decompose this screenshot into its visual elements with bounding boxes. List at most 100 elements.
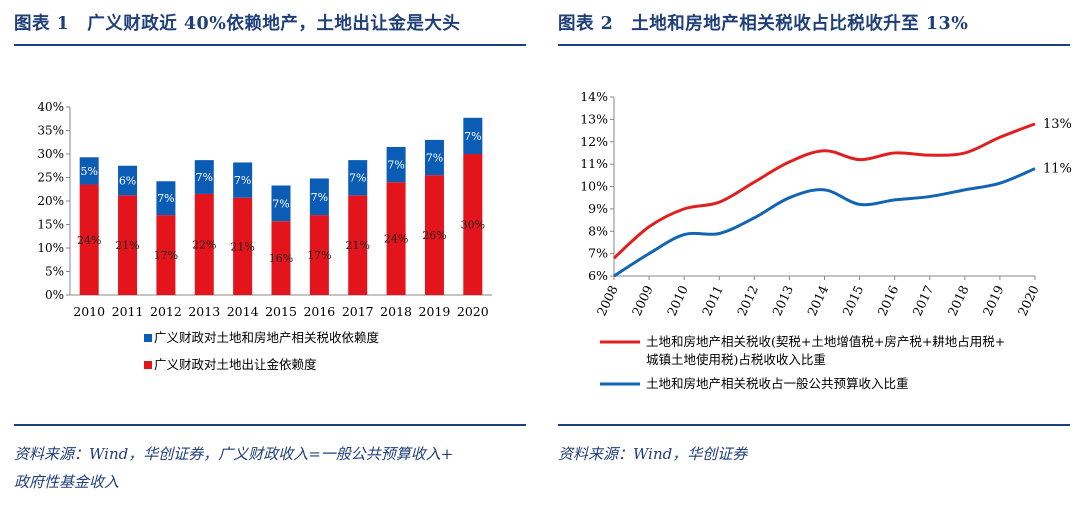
data-label-land-sale: 21% [115,239,139,252]
y-tick-label: 8% [588,223,608,238]
y-tick-label: 14% [580,89,608,104]
data-label-property-tax: 7% [234,174,251,187]
bar-land-sale [386,182,406,295]
y-tick-label: 5% [45,265,64,279]
bar-land-sale [118,195,138,295]
y-tick-label: 9% [588,201,608,216]
end-label: 13% [1043,117,1072,132]
bar-land-sale [233,197,253,295]
x-tick-label: 2011 [699,283,726,318]
data-label-property-tax: 7% [157,192,174,205]
bar-land-sale [79,184,99,295]
legend-label: 广义财政对土地出让金依赖度 [154,357,317,372]
y-tick-label: 10% [37,241,64,255]
figure-2-title: 图表 2 土地和房地产相关税收占比税收升至 13% [558,14,969,34]
y-tick-label: 7% [588,246,608,261]
y-tick-label: 0% [45,288,64,302]
x-tick-label: 2016 [874,283,901,318]
y-tick-label: 15% [37,218,64,232]
x-tick-label: 2015 [265,304,297,319]
bar-property-tax [348,160,368,196]
data-label-land-sale: 24% [384,233,408,246]
bar-property-tax [118,165,138,196]
title-rule [14,44,526,46]
x-tick-label: 2013 [188,304,220,319]
figure-1-title: 图表 1 广义财政近 40%依赖地产，土地出让金是大头 [14,14,461,34]
source-note-line-1: 资料来源：Wind，华创证券 [558,445,748,463]
legend-label: 广义财政对土地和房地产相关税收依赖度 [154,330,380,345]
data-label-land-sale: 22% [192,238,216,251]
bar-land-sale [424,175,444,295]
bar-land-sale [348,195,368,295]
y-tick-label: 6% [588,268,608,283]
x-tick-label: 2010 [664,283,691,318]
x-tick-label: 2012 [734,283,761,318]
data-label-property-tax: 7% [349,172,366,185]
data-label-property-tax: 7% [272,197,289,210]
bar-property-tax [309,178,329,216]
bar-property-tax [424,139,444,176]
left-figure: 图表 1 广义财政近 40%依赖地产，土地出让金是大头 0% 5% 10% 15% 20… [14,14,526,491]
line-chart: 6% 7% 8% 9% 10% 11% 12% 13% 14% 2008 2009 2010 2011 2… [580,89,1072,391]
x-tick-label: 2009 [629,283,656,318]
data-label-land-sale: 30% [461,219,485,232]
source-note-line-2: 政府性基金收入 [14,473,120,491]
y-tick-label: 30% [37,147,64,161]
bar-property-tax [79,157,99,185]
bar-property-tax [156,181,176,216]
data-label-land-sale: 17% [154,249,178,262]
y-tick-label: 11% [580,156,608,171]
data-label-land-sale: 24% [77,234,101,247]
bar-land-sale [463,154,483,295]
data-label-property-tax: 6% [119,175,136,188]
x-tick-label: 2017 [909,283,936,318]
x-tick-label: 2019 [980,283,1007,318]
data-label-property-tax: 5% [80,165,97,178]
x-tick-label: 2015 [839,283,866,318]
y-tick-label: 25% [37,171,64,185]
x-tick-label: 2018 [380,304,412,319]
x-tick-label: 2020 [457,304,489,319]
bar-property-tax [386,146,406,183]
y-tick-label: 10% [580,179,608,194]
x-tick-label: 2008 [594,283,621,318]
y-tick-label: 13% [580,111,608,126]
x-tick-label: 2012 [150,304,182,319]
data-label-property-tax: 7% [464,130,481,143]
x-tick-label: 2018 [945,283,972,318]
x-tick-label: 2014 [804,283,831,318]
bar-property-tax [233,162,253,198]
stacked-bar-chart: 0% 5% 10% 15% 20% 25% 30% 35% 40% 24% 5% 2010 21% 6% 2… [37,100,492,372]
x-tick-label: 2019 [419,304,451,319]
data-label-land-sale: 16% [269,252,293,265]
title-rule [558,44,1070,46]
data-label-land-sale: 21% [346,239,370,252]
x-tick-label: 2017 [342,304,374,319]
data-label-property-tax: 7% [387,159,404,172]
data-label-land-sale: 26% [422,229,446,242]
bar-property-tax [194,160,214,194]
y-tick-label: 35% [37,124,64,138]
legend-swatch [144,334,152,342]
data-label-land-sale: 17% [307,249,331,262]
data-label-property-tax: 7% [311,191,328,204]
y-tick-label: 20% [37,194,64,208]
source-rule [558,424,1070,426]
legend-label-1b: 城镇土地使用税)占税收收入比重 [646,352,826,367]
legend-label-1a: 土地和房地产相关税收(契税+土地增值税+房产税+耕地占用税+ [646,334,1005,349]
data-label-property-tax: 7% [426,152,443,165]
series-line-budget-share [613,167,1036,278]
legend-swatch [144,361,152,369]
x-tick-label: 2011 [112,304,144,319]
x-tick-label: 2013 [769,283,796,318]
data-label-property-tax: 7% [196,171,213,184]
source-rule [14,424,526,426]
source-note-line-1: 资料来源：Wind，华创证券，广义财政收入=一般公共预算收入+ [14,445,454,463]
x-tick-label: 2020 [1015,283,1042,318]
bar-property-tax [463,117,483,154]
bar-land-sale [271,221,291,295]
x-tick-label: 2016 [303,304,335,319]
end-label: 11% [1043,162,1072,177]
y-tick-label: 12% [580,134,608,149]
bar-land-sale [194,193,214,295]
